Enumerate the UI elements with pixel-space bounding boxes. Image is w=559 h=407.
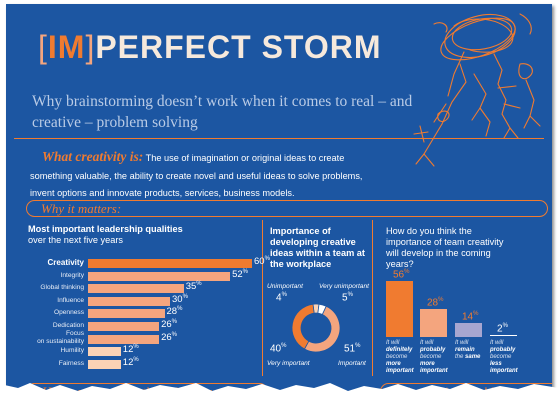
bar-value: 26% <box>161 331 178 343</box>
bar-label: Fairness <box>58 359 84 367</box>
leadership-bar-chart: Creativity Integrity Global thinking Influe… <box>6 4 552 396</box>
leadership-chart-title: Most important leadership qualities <box>28 224 183 234</box>
bar-value: 26% <box>161 319 178 331</box>
bar-label: Influence <box>57 296 84 304</box>
why-it-matters-label: Why it matters: <box>41 201 122 216</box>
column-value: 2% <box>497 323 508 335</box>
bar-value: 28% <box>166 306 183 318</box>
column-value: 56% <box>393 269 410 281</box>
bar <box>88 334 160 344</box>
bar <box>88 259 252 268</box>
bar-label: Global thinking <box>40 284 84 292</box>
column-bar <box>420 309 447 337</box>
bar-value: 12% <box>122 356 139 368</box>
bar <box>88 271 231 281</box>
pie-label: Important <box>338 360 366 367</box>
bar <box>88 347 121 357</box>
donut-svg <box>291 303 341 353</box>
divider <box>14 138 544 139</box>
bar-value: 35% <box>185 281 202 293</box>
bar-label: Integrity <box>60 271 84 279</box>
sketch-illustration <box>413 13 541 167</box>
future-importance-chart-title: How do you think the importance of team … <box>386 226 504 269</box>
bar <box>88 322 160 331</box>
definition-lead: What creativity is: <box>42 149 144 164</box>
definition-text: The use of imagination or original ideas… <box>30 153 363 198</box>
bar-label: Humility <box>60 347 84 355</box>
creativity-definition: What creativity is: The use of imaginati… <box>30 148 365 203</box>
bar-label: Openness <box>53 309 84 317</box>
bar <box>88 284 184 294</box>
column-label: It will probably become more important <box>420 340 448 374</box>
bar <box>88 309 165 319</box>
pie-label: Very unimportant <box>319 283 369 290</box>
leadership-labels: Creativity Integrity Global thinking Influe… <box>6 4 84 396</box>
infographic-poster: [IM]PERFECT STORM Why brainstorming does… <box>6 4 552 396</box>
column-divider <box>262 220 263 376</box>
bar <box>88 296 170 306</box>
poster-subtitle: Why brainstorming doesn’t work when it c… <box>32 93 413 131</box>
pie-value: 40% <box>270 343 287 355</box>
column-bar <box>490 335 517 338</box>
column-bar <box>386 281 413 337</box>
bar <box>88 359 121 369</box>
pie-value: 4% <box>276 292 287 304</box>
column-label: It will definitely become more important <box>386 340 414 374</box>
donut-slice <box>291 303 315 350</box>
leadership-chart-heading: Most important leadership qualities over… <box>28 224 248 246</box>
column-label: It will remain the same <box>455 340 481 360</box>
column-value: 14% <box>462 311 479 323</box>
pie-value: 5% <box>342 292 353 304</box>
pie-label: Very important <box>267 360 310 367</box>
bar-value: 60% <box>254 256 270 268</box>
column-value: 28% <box>427 297 444 309</box>
bar-value: 52% <box>232 268 249 280</box>
pie-label: Unimportant <box>267 283 303 290</box>
bar-label: Dedication <box>52 322 84 329</box>
poster-title: [IM]PERFECT STORM <box>38 29 382 65</box>
bar-label: Creativity <box>47 258 84 267</box>
leadership-chart-subtitle: over the next five years <box>28 235 123 245</box>
team-creativity-pie-title: Importance of developing creative ideas … <box>270 226 365 269</box>
pie-value: 51% <box>344 343 361 355</box>
column-bar <box>455 323 482 337</box>
bar-label: Focus on sustainability <box>37 329 84 345</box>
column-divider <box>372 220 373 376</box>
why-it-matters-pill: Why it matters: <box>26 200 548 217</box>
future-importance-bar-chart: 56% It will definitely become more important… <box>6 4 552 396</box>
bar-value: 12% <box>122 344 139 356</box>
team-creativity-donut-chart: 40% Very important 51% Important 4% Unimporta… <box>6 4 552 396</box>
column-label: It will probably become less important <box>490 340 518 374</box>
bar-value: 30% <box>172 293 188 305</box>
